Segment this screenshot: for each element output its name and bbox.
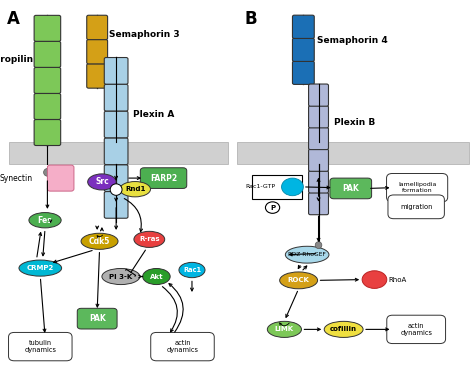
Text: B: B xyxy=(244,10,257,28)
FancyBboxPatch shape xyxy=(87,64,108,88)
FancyBboxPatch shape xyxy=(9,142,228,164)
FancyBboxPatch shape xyxy=(309,193,328,215)
FancyBboxPatch shape xyxy=(309,171,328,193)
FancyBboxPatch shape xyxy=(104,165,128,192)
FancyBboxPatch shape xyxy=(151,332,214,361)
FancyBboxPatch shape xyxy=(104,111,128,138)
Ellipse shape xyxy=(285,246,329,263)
FancyBboxPatch shape xyxy=(309,128,328,150)
FancyBboxPatch shape xyxy=(309,149,328,171)
Ellipse shape xyxy=(179,262,205,278)
FancyBboxPatch shape xyxy=(87,39,108,64)
Ellipse shape xyxy=(134,231,165,247)
FancyBboxPatch shape xyxy=(388,195,444,219)
Text: actin
dynamics: actin dynamics xyxy=(166,340,199,353)
Text: PAK: PAK xyxy=(89,314,106,323)
FancyBboxPatch shape xyxy=(9,332,72,361)
FancyBboxPatch shape xyxy=(104,138,128,165)
FancyBboxPatch shape xyxy=(237,142,469,164)
Text: cofillin: cofillin xyxy=(330,326,357,332)
Text: R-ras: R-ras xyxy=(139,236,160,242)
Text: Semaphorin 4: Semaphorin 4 xyxy=(317,36,388,45)
Ellipse shape xyxy=(362,271,387,288)
Text: P: P xyxy=(270,205,275,211)
Text: ROCK: ROCK xyxy=(288,277,310,283)
Text: PI 3-K: PI 3-K xyxy=(109,273,133,280)
Text: Akt: Akt xyxy=(150,273,163,280)
FancyBboxPatch shape xyxy=(77,308,117,329)
Text: Plexin A: Plexin A xyxy=(133,110,174,119)
FancyBboxPatch shape xyxy=(140,168,187,188)
FancyBboxPatch shape xyxy=(34,15,61,41)
FancyBboxPatch shape xyxy=(34,93,61,119)
Ellipse shape xyxy=(102,268,140,285)
Text: Src: Src xyxy=(95,177,109,187)
FancyBboxPatch shape xyxy=(47,165,74,191)
FancyBboxPatch shape xyxy=(292,15,314,38)
Text: lamellipodia
formation: lamellipodia formation xyxy=(398,182,436,193)
Ellipse shape xyxy=(280,272,318,289)
Text: LIMK: LIMK xyxy=(275,326,294,332)
Ellipse shape xyxy=(324,321,363,337)
Text: Plexin B: Plexin B xyxy=(334,118,375,127)
Ellipse shape xyxy=(315,242,322,249)
Text: Rac1-GTP: Rac1-GTP xyxy=(246,183,276,189)
FancyBboxPatch shape xyxy=(34,41,61,67)
Text: migration: migration xyxy=(400,204,432,210)
Ellipse shape xyxy=(143,268,170,285)
Text: Neuropilin: Neuropilin xyxy=(0,55,34,64)
Text: Synectin: Synectin xyxy=(0,173,32,183)
Text: Semaphorin 3: Semaphorin 3 xyxy=(109,30,180,39)
Ellipse shape xyxy=(44,169,51,176)
FancyBboxPatch shape xyxy=(292,61,314,84)
Ellipse shape xyxy=(282,178,303,196)
Text: A: A xyxy=(7,10,20,28)
FancyBboxPatch shape xyxy=(387,315,446,344)
FancyBboxPatch shape xyxy=(292,38,314,61)
Ellipse shape xyxy=(110,184,122,195)
Ellipse shape xyxy=(29,213,61,228)
Text: actin
dynamics: actin dynamics xyxy=(400,323,432,336)
FancyBboxPatch shape xyxy=(330,178,372,199)
Ellipse shape xyxy=(119,182,150,197)
Ellipse shape xyxy=(19,260,62,276)
FancyBboxPatch shape xyxy=(104,84,128,111)
Text: Cdk5: Cdk5 xyxy=(89,237,110,246)
Text: tubulin
dynamics: tubulin dynamics xyxy=(24,340,56,353)
Text: Rnd1: Rnd1 xyxy=(125,186,145,192)
Ellipse shape xyxy=(265,202,280,213)
FancyBboxPatch shape xyxy=(104,192,128,218)
Ellipse shape xyxy=(267,321,301,337)
Text: PAK: PAK xyxy=(342,184,359,193)
Text: RhoA: RhoA xyxy=(389,277,407,283)
Text: Fes: Fes xyxy=(37,216,53,225)
Text: FARP2: FARP2 xyxy=(150,173,177,183)
FancyBboxPatch shape xyxy=(387,173,447,202)
Ellipse shape xyxy=(81,233,118,249)
Text: PDZ RhoGEF: PDZ RhoGEF xyxy=(288,252,326,257)
FancyBboxPatch shape xyxy=(104,57,128,84)
Text: CRMP2: CRMP2 xyxy=(27,265,54,271)
Ellipse shape xyxy=(88,174,116,190)
Text: Rac1: Rac1 xyxy=(183,267,201,273)
FancyBboxPatch shape xyxy=(309,84,328,106)
FancyBboxPatch shape xyxy=(34,119,61,146)
FancyBboxPatch shape xyxy=(309,106,328,128)
FancyBboxPatch shape xyxy=(87,15,108,40)
FancyBboxPatch shape xyxy=(34,67,61,93)
